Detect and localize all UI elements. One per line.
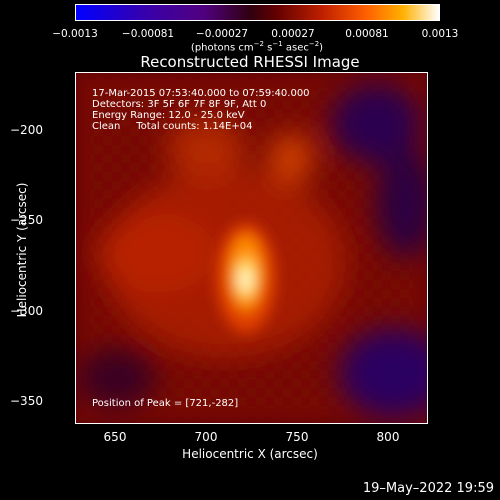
page-title: Reconstructed RHESSI Image xyxy=(140,53,360,71)
y-axis-label: Heliocentric Y (arcsec) xyxy=(15,182,29,318)
image-canvas xyxy=(76,73,427,423)
colorbar-units: (photons cm−2 s−1 asec−2) xyxy=(190,40,324,54)
method-counts-label: Clean Total counts: 1.14E+04 xyxy=(92,121,253,132)
y-tick-label: −350 xyxy=(10,394,43,408)
colorbar-tick: −0.00081 xyxy=(121,28,175,40)
colorbar xyxy=(75,4,440,21)
detectors-label: Detectors: 3F 5F 6F 7F 8F 9F, Att 0 xyxy=(92,99,267,110)
colorbar-tick: 0.00081 xyxy=(345,28,389,40)
y-tick-label: −250 xyxy=(10,213,43,227)
timestamp: 19–May–2022 19:59 xyxy=(362,481,494,496)
x-tick-label: 800 xyxy=(376,430,400,444)
y-tick-label: −300 xyxy=(10,304,43,318)
y-tick-label: −200 xyxy=(10,123,43,137)
colorbar-tick: 0.00027 xyxy=(271,28,315,40)
colorbar-tick: −0.0013 xyxy=(52,28,98,40)
x-axis-label: Heliocentric X (arcsec) xyxy=(182,447,318,461)
x-tick-label: 650 xyxy=(103,430,127,444)
x-tick-label: 700 xyxy=(194,430,218,444)
x-tick-label: 750 xyxy=(285,430,309,444)
peak-position-label: Position of Peak = [721,-282] xyxy=(92,398,239,409)
energy-range-label: Energy Range: 12.0 - 25.0 keV xyxy=(92,110,245,121)
rhessi-image: 17-Mar-2015 07:53:40.000 to 07:59:40.000… xyxy=(75,72,428,424)
time-range-label: 17-Mar-2015 07:53:40.000 to 07:59:40.000 xyxy=(92,88,310,99)
colorbar-tick: −0.00027 xyxy=(195,28,249,40)
colorbar-tick: 0.0013 xyxy=(421,28,459,40)
